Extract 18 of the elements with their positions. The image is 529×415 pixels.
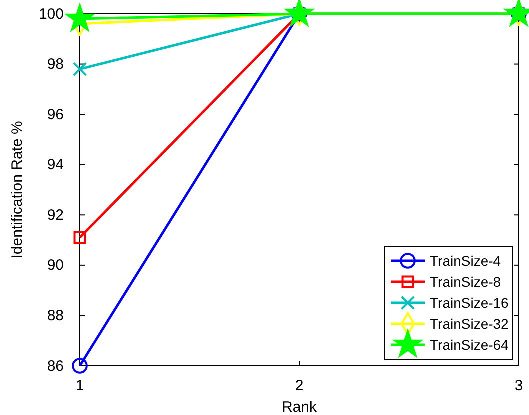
y-tick-label: 98 [47, 56, 64, 74]
x-axis-title: Rank [282, 399, 318, 415]
legend-label: TrainSize-16 [430, 295, 510, 311]
y-tick-label: 92 [47, 206, 64, 224]
y-axis-title: Identification Rate % [9, 121, 26, 259]
y-tick-label: 100 [38, 6, 64, 23]
legend-label: TrainSize-4 [430, 253, 502, 269]
legend-label: TrainSize-8 [430, 274, 502, 290]
y-tick-label: 90 [47, 257, 64, 274]
x-tick-label: 3 [514, 378, 524, 395]
y-tick-label: 94 [47, 156, 64, 174]
y-tick-label: 88 [47, 308, 64, 325]
y-tick-label: 96 [47, 106, 64, 124]
y-tick-label: 86 [47, 358, 64, 375]
legend-label: TrainSize-32 [430, 316, 510, 332]
legend-label: TrainSize-64 [430, 337, 510, 353]
x-tick-label: 2 [295, 378, 304, 395]
x-tick-label: 1 [76, 378, 84, 395]
